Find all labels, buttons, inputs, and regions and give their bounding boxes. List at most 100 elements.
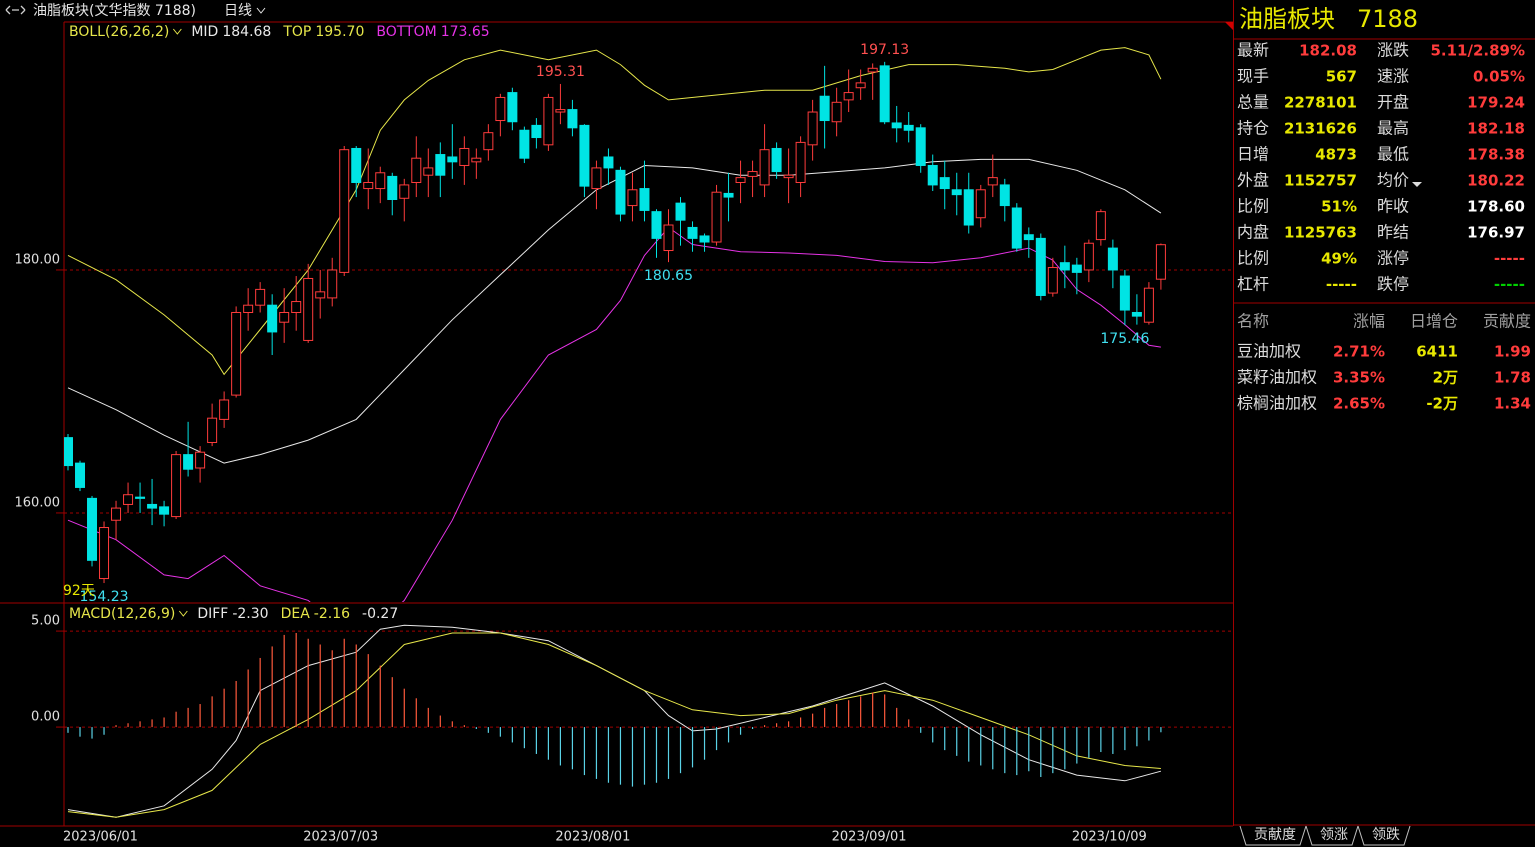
quote-label: 持仓 — [1237, 119, 1269, 138]
frames — [0, 0, 1535, 827]
candle-body — [675, 202, 686, 221]
quote-value: 49% — [1321, 250, 1357, 268]
candle-body — [1095, 211, 1106, 241]
candle-body — [651, 211, 662, 239]
candle-body — [567, 109, 578, 129]
legend-chevron — [172, 28, 182, 35]
legend-title: BOLL(26,26,2) — [69, 24, 169, 40]
y-tick-label: 0.00 — [31, 710, 60, 725]
candle-body — [747, 171, 758, 177]
y-tick-label: 160.00 — [15, 495, 61, 510]
legend-chevron — [178, 610, 188, 617]
x-tick-label: 2023/09/01 — [832, 830, 907, 845]
quote-label: 跌停 — [1377, 275, 1409, 294]
quote-label: 外盘 — [1237, 171, 1269, 190]
candle-body — [1071, 264, 1082, 273]
candle-body — [879, 65, 890, 123]
candle-body — [687, 226, 698, 239]
tab[interactable] — [1305, 825, 1359, 846]
candle-body — [411, 157, 422, 183]
tab-label[interactable]: 领跌 — [1372, 827, 1400, 843]
x-tick-label: 2023/07/03 — [303, 830, 378, 845]
candle-body — [195, 451, 206, 469]
quote-value: 179.24 — [1467, 94, 1525, 112]
candle-body — [939, 177, 950, 190]
period[interactable]: 日线 — [224, 3, 252, 19]
quote-value: 5.11/2.89% — [1430, 42, 1525, 60]
legend-value: 184.68 — [222, 24, 271, 40]
legend-name: BOTTOM — [376, 24, 436, 40]
tab[interactable] — [1239, 825, 1307, 846]
extreme-label: 197.13 — [860, 42, 909, 58]
table-cell: -2万 — [1426, 395, 1458, 413]
candle-body — [819, 95, 830, 122]
quote-label: 最高 — [1377, 119, 1409, 138]
table-cell: 3.35% — [1333, 369, 1385, 387]
period-chevron[interactable] — [256, 7, 266, 14]
quote-value: 1125763 — [1284, 224, 1357, 242]
quote-label: 涨跌 — [1377, 41, 1409, 60]
candle-body — [327, 269, 338, 299]
quote-label: 昨结 — [1377, 223, 1409, 242]
candle-body — [363, 181, 374, 190]
candle-body — [843, 92, 854, 101]
candle-body — [1119, 275, 1130, 311]
legend-name: TOP — [282, 24, 311, 40]
quote-value: 178.38 — [1467, 146, 1525, 164]
candle-body — [423, 167, 434, 176]
quote-label: 内盘 — [1237, 223, 1269, 242]
candle-body — [99, 527, 110, 580]
candle-body — [495, 96, 506, 122]
candle-body — [1059, 262, 1070, 271]
quote-value: 2278101 — [1284, 94, 1357, 112]
quote-value: 0.05% — [1473, 68, 1525, 86]
candle-body — [459, 147, 470, 166]
quote-label: 开盘 — [1377, 93, 1409, 112]
avg-icon — [1412, 182, 1422, 187]
candle-body — [147, 503, 158, 509]
tab-label[interactable]: 领涨 — [1320, 827, 1348, 843]
candle-body — [915, 127, 926, 166]
table-header: 涨幅 — [1353, 312, 1385, 331]
candle-body — [1155, 244, 1166, 280]
candle-body — [1035, 237, 1046, 296]
candle-body — [1143, 287, 1154, 323]
candle-body — [855, 82, 866, 89]
candle-body — [339, 149, 350, 273]
icon[interactable] — [5, 5, 26, 15]
table-cell: 棕榈油加权 — [1237, 394, 1317, 413]
candle-body — [963, 189, 974, 226]
quote-value: 51% — [1321, 198, 1357, 216]
candle-body — [1023, 234, 1034, 241]
quote-value: 182.18 — [1467, 120, 1525, 138]
indicator-line — [67, 632, 1161, 818]
candle-body — [303, 277, 314, 341]
candle-body — [435, 154, 446, 176]
quote-label: 比例 — [1237, 249, 1269, 268]
candle-body — [507, 92, 518, 123]
candle-body — [951, 189, 962, 196]
tab[interactable] — [1357, 825, 1411, 846]
tab-label[interactable]: 贡献度 — [1254, 827, 1296, 843]
candle-body — [207, 417, 218, 443]
quote-value: 1152757 — [1284, 172, 1357, 190]
candle-body — [867, 67, 878, 73]
candle-body — [615, 169, 626, 215]
quote-value: ----- — [1494, 250, 1525, 268]
candle-body — [483, 132, 494, 151]
header: 油脂板块(文华指数 7188) 日线 — [5, 3, 266, 19]
candle-body — [591, 167, 602, 190]
quote-value: 178.60 — [1467, 198, 1525, 216]
table-header: 贡献度 — [1483, 312, 1531, 331]
candle-body — [987, 177, 998, 186]
quote-value: ----- — [1326, 276, 1357, 294]
candle-body — [975, 189, 986, 219]
legend-value: 173.65 — [441, 24, 490, 40]
table-header: 名称 — [1237, 312, 1269, 331]
legend-value: -2.30 — [232, 606, 268, 622]
candle-body — [783, 174, 794, 179]
candle-body — [64, 437, 73, 467]
corner-marker — [1225, 22, 1233, 30]
day-count: 92天 — [63, 583, 95, 599]
candle-body — [627, 189, 638, 207]
